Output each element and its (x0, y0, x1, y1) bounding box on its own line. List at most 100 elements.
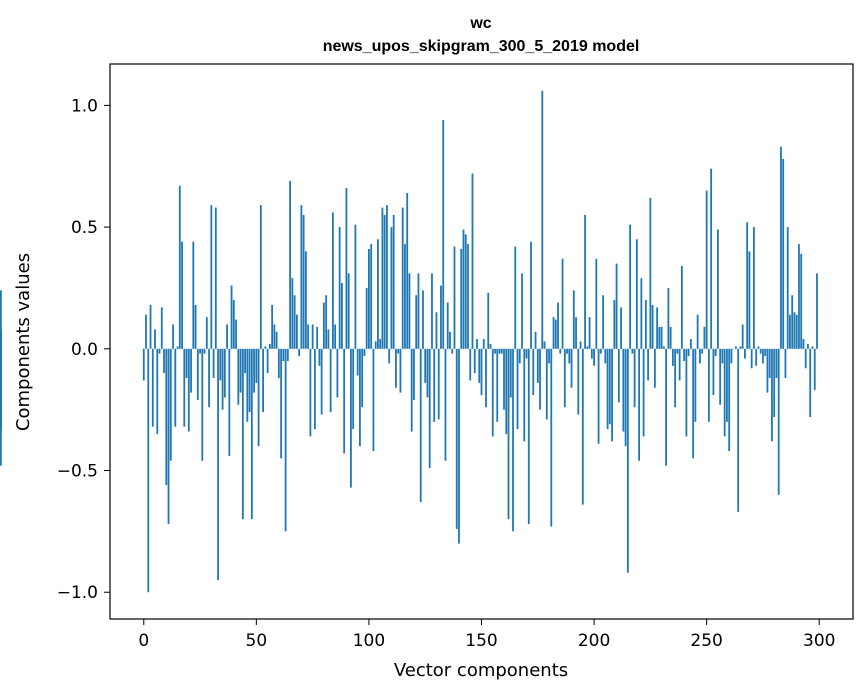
bar (714, 348, 717, 357)
bar (329, 348, 332, 413)
bar (372, 348, 375, 452)
y-tick-label: 0.5 (71, 218, 98, 238)
bar (683, 348, 686, 361)
bar (156, 348, 159, 434)
bar (440, 285, 442, 349)
y-tick-label: 0.0 (71, 340, 98, 360)
x-tick-label: 100 (353, 631, 385, 651)
x-axis-label: Vector components (394, 660, 568, 681)
bar (181, 241, 183, 349)
bar (275, 331, 278, 349)
bar (244, 348, 246, 374)
bar (809, 348, 812, 417)
bar (332, 212, 334, 349)
bar (689, 339, 692, 349)
x-tick-label: 50 (246, 631, 268, 651)
bar (518, 348, 521, 364)
bar (660, 326, 663, 349)
bar (325, 295, 328, 349)
bar (514, 246, 517, 349)
bar (669, 326, 672, 349)
bar (759, 348, 762, 354)
bar (158, 348, 161, 354)
bar (149, 304, 152, 349)
bar (201, 348, 204, 461)
bar (352, 348, 355, 430)
bar (748, 251, 751, 349)
bar (539, 348, 541, 410)
bar (566, 348, 568, 354)
bar (617, 348, 620, 403)
bar (635, 239, 638, 349)
bar (656, 307, 659, 349)
bar (811, 346, 814, 349)
bar (595, 258, 598, 349)
bar (226, 324, 228, 349)
bar (606, 348, 609, 430)
bar (334, 324, 337, 349)
bar (665, 348, 668, 466)
bar (795, 314, 798, 349)
bar (590, 348, 593, 359)
bar (730, 348, 733, 364)
y-tick-label: 1.0 (71, 96, 98, 116)
bar (190, 348, 192, 393)
bar (417, 273, 420, 349)
bar (766, 348, 769, 393)
bar (579, 341, 582, 349)
bar (239, 348, 242, 393)
bar (313, 348, 316, 430)
bar (318, 348, 321, 366)
bar (300, 205, 303, 349)
bar (755, 348, 758, 366)
bar (341, 283, 343, 349)
bar (804, 348, 807, 369)
bar (753, 227, 755, 349)
bar (142, 348, 145, 381)
bar (597, 348, 600, 444)
bar (257, 348, 260, 447)
bar (235, 319, 237, 349)
bar (464, 234, 467, 349)
bar (525, 348, 528, 359)
bar (455, 348, 458, 529)
bar (354, 224, 357, 349)
bar (327, 329, 330, 349)
bar (154, 329, 156, 349)
bar (336, 348, 339, 398)
bar (735, 346, 737, 349)
bar (543, 341, 546, 349)
bar (401, 207, 404, 349)
bar (304, 251, 307, 349)
bar (692, 348, 695, 459)
bar (521, 273, 523, 349)
bar (496, 348, 499, 422)
bar (311, 324, 314, 349)
bar (527, 348, 530, 525)
bar (599, 348, 602, 354)
bar (708, 348, 710, 422)
bar (638, 348, 641, 461)
bar (640, 278, 643, 349)
bar (460, 249, 463, 349)
bar (424, 348, 427, 383)
bar (480, 348, 483, 396)
bar (568, 348, 571, 364)
bar (473, 348, 476, 374)
bar (500, 348, 503, 354)
bar (196, 348, 199, 400)
bar (471, 173, 474, 349)
bar (816, 273, 818, 349)
bar (160, 307, 163, 349)
bar (604, 348, 607, 364)
x-tick-label: 0 (138, 631, 149, 651)
bar (282, 348, 285, 361)
bar (676, 348, 679, 354)
bar (178, 185, 181, 349)
bar (559, 348, 562, 354)
bar (404, 244, 406, 349)
bar (694, 348, 697, 422)
bar (289, 180, 292, 349)
bar (399, 348, 402, 393)
